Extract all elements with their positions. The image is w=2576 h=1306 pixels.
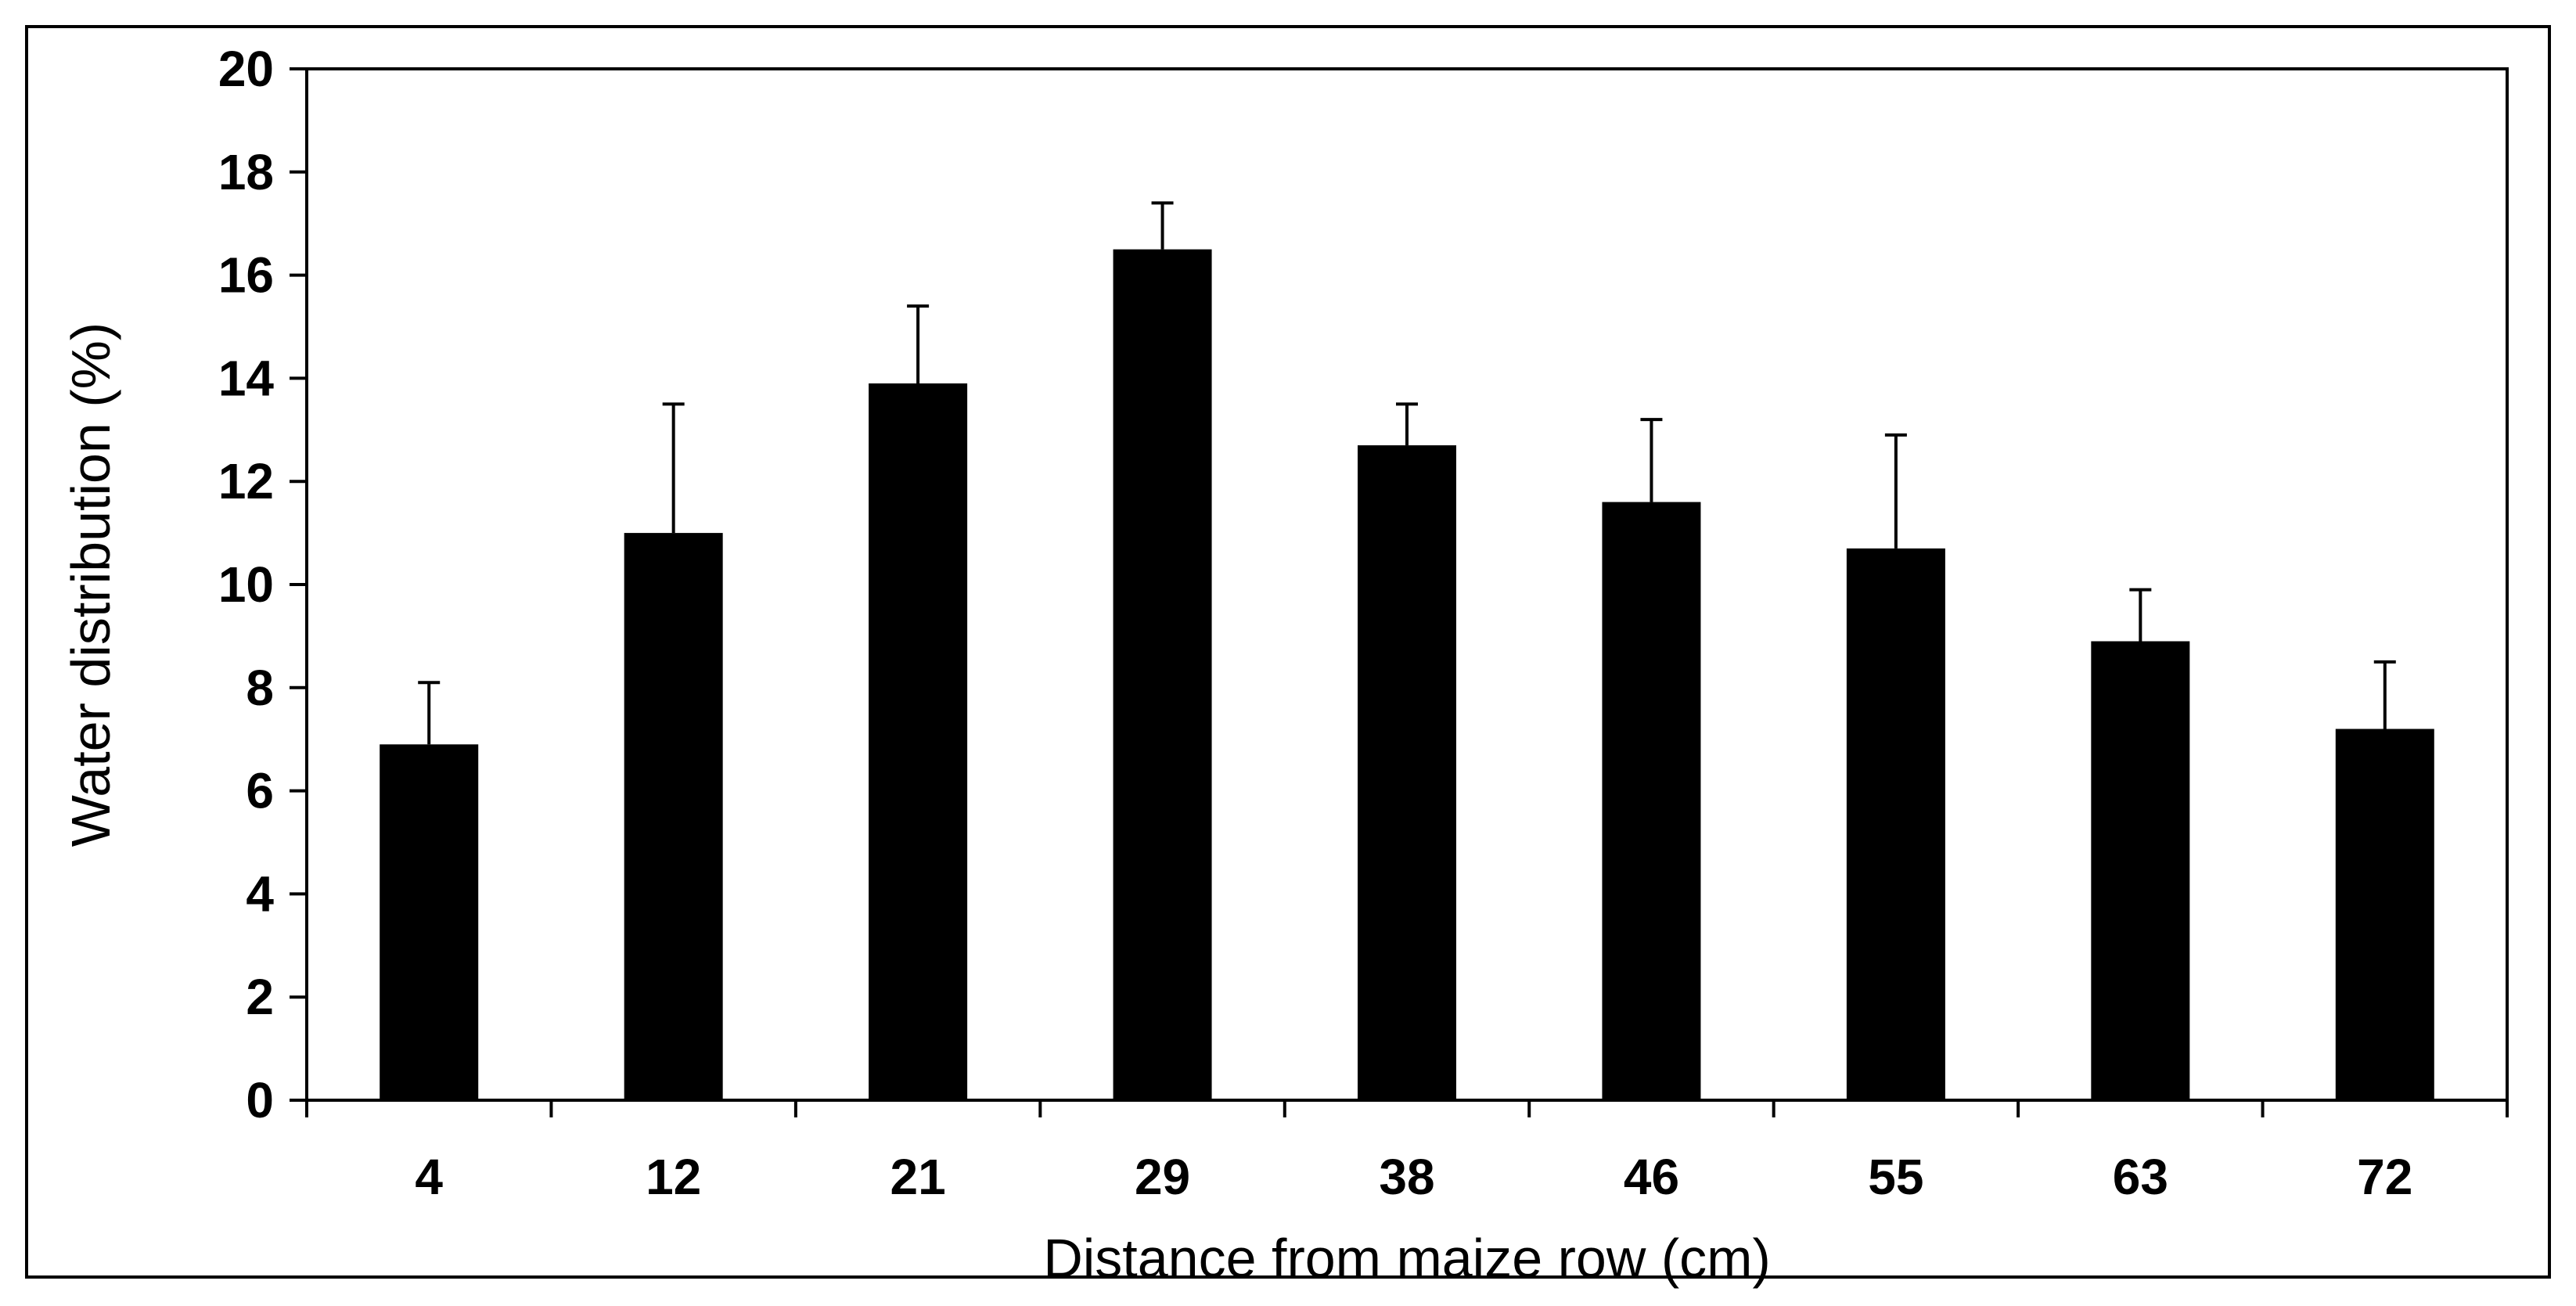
bar-63 [2091, 641, 2190, 1100]
bar-4 [380, 744, 479, 1100]
y-tick-label: 10 [218, 556, 274, 613]
x-tick-label: 4 [415, 1149, 443, 1205]
x-tick-label: 63 [2113, 1149, 2168, 1205]
bar-38 [1358, 445, 1456, 1100]
y-tick-label: 16 [218, 247, 274, 304]
error-bar-72 [2373, 660, 2396, 729]
y-tick-label: 18 [218, 144, 274, 200]
x-tick-label: 38 [1379, 1149, 1434, 1205]
y-tick-label: 0 [246, 1072, 274, 1128]
x-axis-title: Distance from maize row (cm) [1043, 1228, 1771, 1289]
y-tick-label: 12 [218, 453, 274, 509]
bar-12 [624, 533, 723, 1100]
error-bar-46 [1640, 418, 1663, 502]
y-axis-title: Water distribution (%) [60, 322, 121, 847]
error-bar-38 [1396, 402, 1418, 446]
y-axis: 0 2 4 6 8 10 12 14 16 18 20 [218, 41, 307, 1128]
x-tick-label: 29 [1135, 1149, 1190, 1205]
bar-55 [1846, 548, 1945, 1100]
bar-29 [1113, 249, 1212, 1100]
bar-21 [869, 383, 968, 1100]
error-bar-4 [418, 681, 441, 745]
bar-46 [1602, 502, 1701, 1100]
error-bar-63 [2129, 588, 2152, 642]
x-tick-label: 12 [646, 1149, 701, 1205]
x-axis: 4 12 21 29 38 46 55 63 72 [305, 1100, 2509, 1205]
y-tick-label: 2 [246, 969, 274, 1025]
x-tick-label: 21 [890, 1149, 946, 1205]
y-tick-label: 14 [218, 350, 275, 406]
error-bar-29 [1151, 201, 1174, 250]
error-bars [418, 201, 2396, 745]
error-bar-12 [662, 402, 685, 534]
bars [380, 249, 2434, 1100]
y-tick-label: 6 [246, 763, 274, 819]
y-tick-label: 20 [218, 41, 274, 97]
error-bar-21 [907, 304, 930, 383]
x-tick-label: 55 [1868, 1149, 1923, 1205]
bar-72 [2335, 729, 2434, 1100]
x-tick-label: 46 [1624, 1149, 1679, 1205]
y-tick-label: 8 [246, 660, 274, 716]
y-tick-label: 4 [246, 865, 274, 922]
x-tick-label: 72 [2357, 1149, 2412, 1205]
chart-frame [25, 25, 2551, 1279]
error-bar-55 [1884, 433, 1907, 549]
